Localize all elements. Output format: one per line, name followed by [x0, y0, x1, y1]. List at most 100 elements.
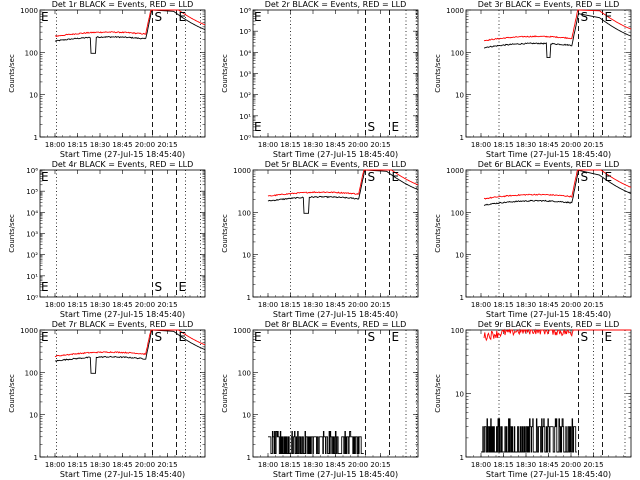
y-tick-label: 10⁵	[239, 28, 251, 36]
lld-series-line	[267, 169, 419, 197]
plot-frame	[39, 329, 206, 458]
x-axis-title: Start Time (27-Jul-15 18:45:40)	[273, 310, 398, 319]
panel-title: Det 7r BLACK = Events, RED = LLD	[52, 320, 194, 329]
x-tick-label: 20:15	[583, 141, 603, 149]
x-axis-title: Start Time (27-Jul-15 18:45:40)	[60, 470, 185, 479]
y-tick-label: 100	[238, 209, 251, 217]
x-tick-label: 20:00	[348, 461, 368, 469]
y-tick-label: 10	[455, 252, 464, 260]
y-axis-title: Counts/sec	[221, 214, 229, 253]
end-marker-E: E	[179, 280, 187, 294]
end-marker-E: E	[392, 170, 400, 184]
lld-series-line	[483, 9, 632, 42]
y-tick-label: 10⁴	[239, 49, 251, 57]
y-tick-label: 10	[455, 391, 464, 399]
x-tick-label: 18:15	[67, 301, 87, 309]
x-tick-label: 20:15	[370, 141, 390, 149]
y-tick-label: 1	[460, 454, 464, 462]
start-marker-S: S	[581, 10, 589, 24]
y-tick-label: 10	[29, 92, 38, 100]
x-tick-label: 20:00	[561, 301, 581, 309]
end-marker-E: E	[605, 330, 613, 344]
start-marker-S: S	[155, 10, 163, 24]
x-tick-label: 20:00	[135, 461, 155, 469]
y-tick-label: 1000	[233, 327, 251, 335]
y-tick-label: 10	[29, 412, 38, 420]
left-marker-E: E	[254, 10, 262, 24]
y-axis-title: Counts/sec	[8, 374, 16, 413]
left-marker-E: E	[41, 280, 49, 294]
y-tick-label: 1	[247, 454, 251, 462]
x-tick-label: 18:30	[516, 301, 536, 309]
x-tick-label: 20:00	[561, 141, 581, 149]
y-tick-label: 1	[460, 134, 464, 142]
panel-title: Det 6r BLACK = Events, RED = LLD	[478, 160, 620, 169]
end-marker-E: E	[605, 170, 613, 184]
x-axis-title: Start Time (27-Jul-15 18:45:40)	[60, 310, 185, 319]
plot-frame	[39, 169, 206, 298]
left-marker-E: E	[41, 10, 49, 24]
x-tick-label: 18:45	[538, 141, 558, 149]
y-tick-label: 100	[25, 369, 38, 377]
y-tick-label: 1	[34, 134, 38, 142]
y-tick-label: 10¹	[26, 273, 38, 281]
x-tick-label: 18:30	[303, 461, 323, 469]
plot-frame	[252, 169, 419, 298]
x-tick-label: 18:15	[493, 461, 513, 469]
panel-title: Det 3r BLACK = Events, RED = LLD	[478, 0, 620, 9]
x-tick-label: 20:00	[348, 141, 368, 149]
x-tick-label: 18:00	[258, 301, 278, 309]
y-axis-title: Counts/sec	[434, 214, 442, 253]
plot-frame	[465, 169, 632, 298]
left-marker-E: E	[254, 120, 262, 134]
x-axis-title: Start Time (27-Jul-15 18:45:40)	[273, 470, 398, 479]
end-marker-E: E	[179, 330, 187, 344]
end-marker-E: E	[392, 330, 400, 344]
y-axis-title: Counts/sec	[221, 374, 229, 413]
y-tick-label: 1	[34, 454, 38, 462]
start-marker-S: S	[155, 280, 163, 294]
x-tick-label: 18:00	[45, 141, 65, 149]
panel-det-1r: Det 1r BLACK = Events, RED = LLD 1 10 100 10…	[8, 0, 206, 159]
y-axis-title: Counts/sec	[8, 54, 16, 93]
panel-det-8r: Det 8r BLACK = Events, RED = LLD 1 10 100 10…	[221, 320, 419, 479]
x-tick-label: 18:30	[303, 301, 323, 309]
x-tick-label: 18:00	[471, 301, 491, 309]
lld-series-line	[483, 169, 632, 200]
x-tick-label: 18:45	[112, 141, 132, 149]
events-series-line	[268, 431, 364, 455]
y-tick-label: 10	[242, 412, 251, 420]
panel-det-5r: Det 5r BLACK = Events, RED = LLD 1 10 100 10…	[221, 160, 419, 319]
panel-title: Det 8r BLACK = Events, RED = LLD	[265, 320, 407, 329]
lld-series-line	[54, 329, 206, 358]
x-tick-label: 20:15	[370, 461, 390, 469]
x-axis-title: Start Time (27-Jul-15 18:45:40)	[486, 310, 611, 319]
start-marker-S: S	[581, 330, 589, 344]
x-axis-title: Start Time (27-Jul-15 18:45:40)	[486, 470, 611, 479]
x-tick-label: 18:15	[280, 301, 300, 309]
y-tick-label: 10²	[239, 92, 251, 100]
y-axis-title: Counts/sec	[8, 214, 16, 253]
x-tick-label: 20:15	[157, 141, 177, 149]
start-marker-S: S	[368, 330, 376, 344]
x-tick-label: 20:15	[583, 461, 603, 469]
y-axis-title: Counts/sec	[434, 54, 442, 93]
y-tick-label: 100	[451, 49, 464, 57]
panel-title: Det 2r BLACK = Events, RED = LLD	[265, 0, 407, 9]
plot-frame	[465, 9, 632, 138]
x-tick-label: 18:45	[112, 461, 132, 469]
panel-title: Det 1r BLACK = Events, RED = LLD	[52, 0, 194, 9]
x-tick-label: 18:15	[67, 461, 87, 469]
start-marker-S: S	[581, 170, 589, 184]
events-series-line	[483, 169, 632, 206]
panel-det-6r: Det 6r BLACK = Events, RED = LLD 1 10 100 10…	[434, 160, 632, 319]
x-tick-label: 20:00	[135, 301, 155, 309]
x-tick-label: 18:45	[325, 461, 345, 469]
panel-det-7r: Det 7r BLACK = Events, RED = LLD 1 10 100 10…	[8, 320, 206, 479]
x-tick-label: 18:30	[90, 141, 110, 149]
y-tick-label: 1000	[20, 7, 38, 15]
x-tick-label: 18:30	[90, 301, 110, 309]
end-marker-E: E	[179, 10, 187, 24]
y-tick-label: 10⁰	[26, 294, 38, 302]
